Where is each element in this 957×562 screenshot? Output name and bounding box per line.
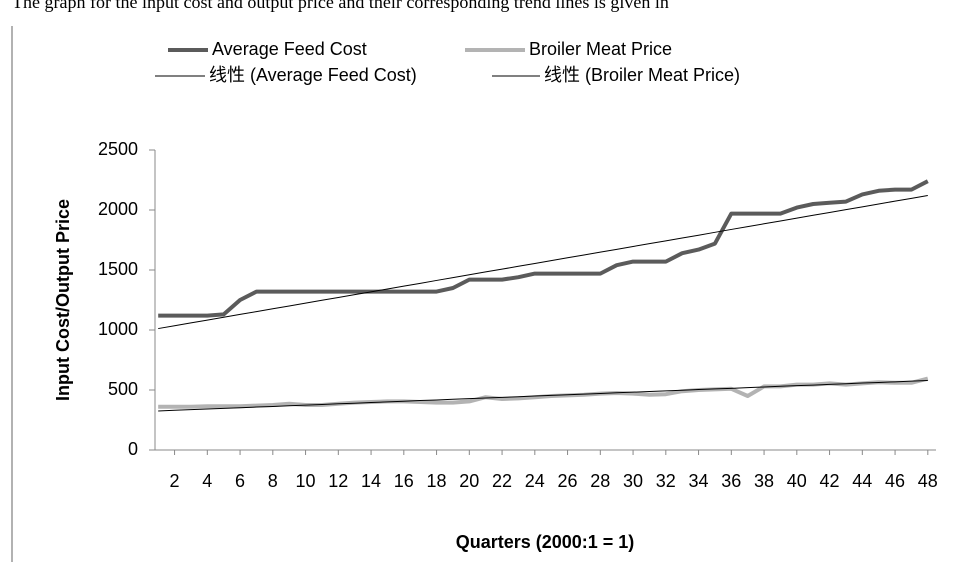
x-tick-label: 42 <box>820 471 840 491</box>
x-tick-label: 44 <box>852 471 872 491</box>
y-tick-label: 0 <box>128 439 138 459</box>
y-axis-label: Input Cost/Output Price <box>53 199 73 401</box>
x-tick-label: 30 <box>623 471 643 491</box>
x-tick-label: 32 <box>656 471 676 491</box>
x-tick-label: 14 <box>361 471 381 491</box>
y-tick-label: 2500 <box>98 139 138 159</box>
x-tick-label: 34 <box>689 471 709 491</box>
x-tick-label: 22 <box>492 471 512 491</box>
legend-label: Average Feed Cost <box>212 39 367 59</box>
x-tick-label: 26 <box>558 471 578 491</box>
y-tick-label: 1000 <box>98 319 138 339</box>
legend-label: Broiler Meat Price <box>529 39 672 59</box>
y-tick-label: 1500 <box>98 259 138 279</box>
x-tick-label: 6 <box>235 471 245 491</box>
x-tick-label: 2 <box>170 471 180 491</box>
x-axis-label: Quarters (2000:1 = 1) <box>456 532 635 552</box>
series-line <box>158 194 928 330</box>
x-tick-label: 20 <box>459 471 479 491</box>
x-tick-label: 28 <box>590 471 610 491</box>
legend-label: 线性 (Average Feed Cost) <box>209 65 417 85</box>
x-tick-label: 36 <box>721 471 741 491</box>
series-line <box>158 380 928 412</box>
x-tick-label: 40 <box>787 471 807 491</box>
y-tick-label: 500 <box>108 379 138 399</box>
x-tick-label: 8 <box>268 471 278 491</box>
x-tick-label: 24 <box>525 471 545 491</box>
x-tick-label: 18 <box>427 471 447 491</box>
y-tick-label: 2000 <box>98 199 138 219</box>
x-tick-label: 12 <box>328 471 348 491</box>
legend-label: 线性 (Broiler Meat Price) <box>544 65 740 85</box>
x-tick-label: 4 <box>202 471 212 491</box>
x-tick-label: 38 <box>754 471 774 491</box>
x-tick-label: 48 <box>918 471 938 491</box>
series-line <box>158 179 929 318</box>
series-line <box>158 376 929 409</box>
caption: The graph for the input cost and output … <box>12 0 669 12</box>
x-tick-label: 10 <box>296 471 316 491</box>
x-tick-label: 16 <box>394 471 414 491</box>
x-tick-label: 46 <box>885 471 905 491</box>
